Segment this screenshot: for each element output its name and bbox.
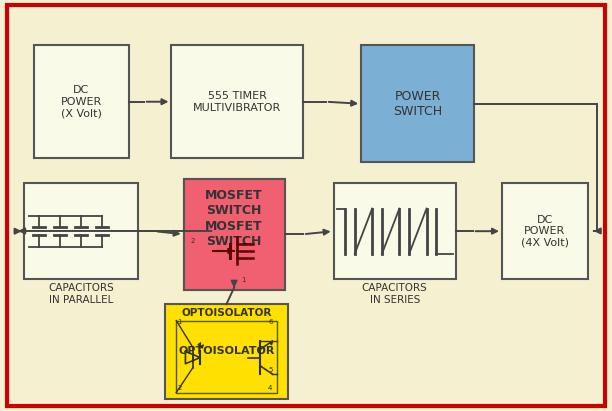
Bar [171, 45, 303, 158]
Text: OPTOISOLATOR: OPTOISOLATOR [181, 308, 272, 318]
Text: 6: 6 [268, 319, 272, 325]
Bar [502, 183, 588, 279]
Text: 4: 4 [268, 386, 272, 391]
Bar [24, 183, 138, 279]
Text: DC
POWER
(4X Volt): DC POWER (4X Volt) [521, 215, 569, 248]
Text: OPTOISOLATOR: OPTOISOLATOR [178, 346, 275, 356]
Text: 5: 5 [268, 367, 272, 373]
Text: CAPACITORS
IN SERIES: CAPACITORS IN SERIES [362, 283, 428, 305]
Bar [334, 183, 456, 279]
Text: 1: 1 [241, 277, 246, 282]
Text: CAPACITORS
IN PARALLEL: CAPACITORS IN PARALLEL [48, 283, 114, 305]
Bar [176, 321, 277, 393]
Text: 2: 2 [191, 238, 195, 244]
Text: DC
POWER
(X Volt): DC POWER (X Volt) [61, 85, 102, 118]
Text: MOSFET
SWITCH: MOSFET SWITCH [205, 220, 263, 248]
Text: MOSFET
SWITCH: MOSFET SWITCH [205, 189, 263, 217]
Text: 2: 2 [177, 386, 182, 391]
Text: POWER
SWITCH: POWER SWITCH [393, 90, 442, 118]
Bar [165, 304, 288, 399]
Bar [34, 45, 129, 158]
Text: 555 TIMER
MULTIVIBRATOR: 555 TIMER MULTIVIBRATOR [193, 91, 282, 113]
Bar [361, 45, 474, 162]
Bar [184, 179, 285, 290]
Text: 1: 1 [177, 319, 182, 325]
Bar [184, 179, 285, 290]
